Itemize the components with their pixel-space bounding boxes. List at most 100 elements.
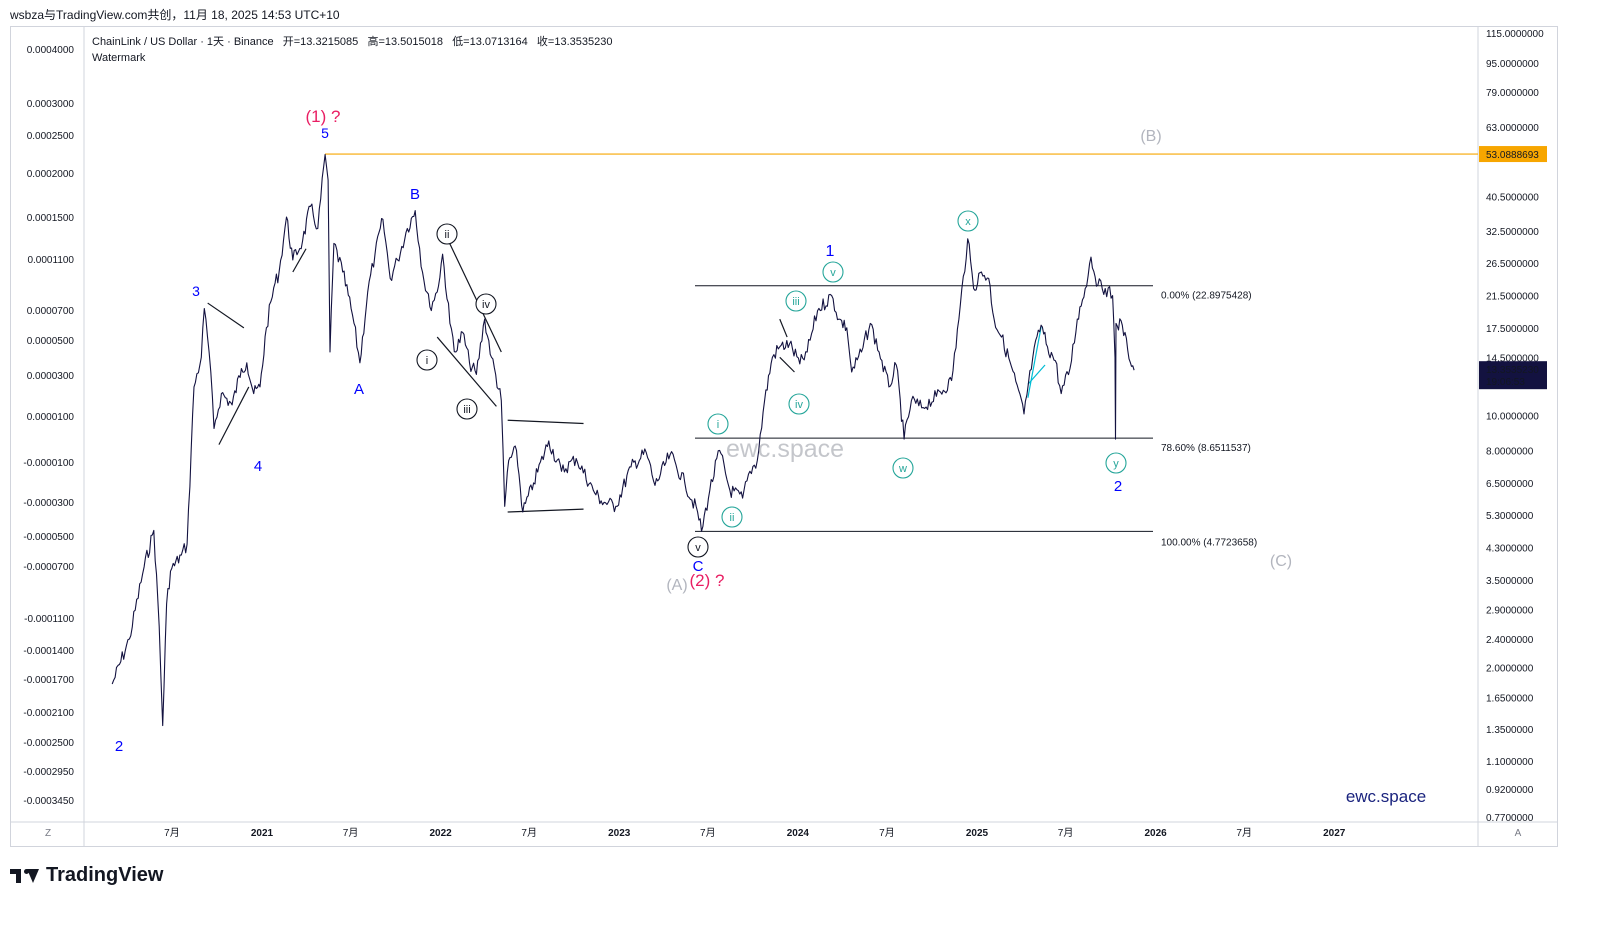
left-axis-tick: 0.0001500	[27, 213, 75, 224]
wave-circle-label: i	[426, 355, 428, 367]
legend-ohlc-row: ChainLink / US Dollar · 1天 · Binance 开=1…	[92, 34, 612, 50]
trendline	[507, 508, 584, 513]
left-axis-tick: -0.0000700	[23, 562, 74, 573]
screenshot-title: wsbza与TradingView.com共创，11月 18, 2025 14:…	[10, 8, 340, 22]
wave-label: 5	[321, 125, 329, 141]
right-axis-tick: 6.5000000	[1486, 479, 1534, 490]
left-axis-tick: 0.0002500	[27, 131, 75, 142]
trendline	[292, 248, 307, 273]
right-axis-tick: 95.0000000	[1486, 59, 1539, 70]
wave-circle	[785, 290, 807, 312]
left-axis-tick: -0.0000100	[23, 458, 74, 469]
time-axis-tick: 2024	[787, 828, 810, 839]
wave-circle-label: iii	[463, 404, 470, 416]
auto-scale-button[interactable]: A	[1514, 828, 1522, 839]
right-axis-tick: 10.0000000	[1486, 411, 1539, 422]
right-axis-tick: 2.9000000	[1486, 605, 1534, 616]
time-axis-tick: 7月	[1058, 827, 1074, 839]
left-axis-tick: -0.0001700	[23, 675, 74, 686]
wave-circle	[1105, 452, 1127, 474]
wave-label: 4	[254, 458, 262, 475]
legend-watermark-indicator[interactable]: Watermark	[92, 52, 146, 64]
left-axis-tick: -0.0003450	[23, 796, 74, 807]
fib-level-label: 100.00% (4.7723658)	[1161, 537, 1257, 548]
wave-label: C	[693, 558, 704, 575]
wave-label: (2) ?	[690, 571, 725, 590]
right-axis-tick: 26.5000000	[1486, 259, 1539, 270]
time-axis-tick: 7月	[164, 827, 180, 839]
legend-close: 收=13.3535230	[536, 36, 613, 48]
time-axis-tick: 7月	[700, 827, 716, 839]
wave-label: 2	[115, 738, 123, 755]
time-axis-tick: 7月	[521, 827, 537, 839]
chart-frame[interactable]	[10, 26, 1558, 847]
trendline	[1027, 364, 1046, 385]
wave-circle-label: iv	[482, 299, 490, 311]
center-watermark: ewc.space	[726, 435, 844, 463]
time-axis-tick: 2021	[251, 828, 274, 839]
trendline	[218, 386, 250, 445]
right-axis-tick: 0.7700000	[1486, 813, 1534, 824]
wave-circle	[721, 506, 743, 528]
wave-circle	[456, 398, 478, 420]
right-axis-tick: 3.5000000	[1486, 576, 1534, 587]
time-axis-tick: 2022	[430, 828, 453, 839]
right-axis-tick: 115.0000000	[1486, 29, 1544, 40]
right-axis-tick: 2.4000000	[1486, 635, 1534, 646]
time-axis-tick: 7月	[879, 827, 895, 839]
brand-name: TradingView	[46, 864, 164, 886]
wave-circle-label: y	[1113, 458, 1119, 470]
trendline	[436, 336, 497, 407]
left-axis-tick: 0.0000300	[27, 371, 75, 382]
price-line	[111, 154, 1135, 727]
trendline	[779, 318, 788, 338]
right-axis-tick: 5.3000000	[1486, 511, 1534, 522]
trendline	[779, 356, 795, 373]
timezone-button[interactable]: Z	[44, 828, 52, 839]
price-series-layer	[111, 154, 1135, 727]
right-axis-tick: 1.3500000	[1486, 725, 1534, 736]
wave-circle-label: ii	[445, 229, 450, 241]
tradingview-brand[interactable]: TradingView	[10, 864, 163, 887]
level-price-tag	[1479, 146, 1547, 163]
right-axis-tick: 1.6500000	[1486, 694, 1534, 705]
right-axis-tick: 32.5000000	[1486, 227, 1539, 238]
left-axis-tick: -0.0000300	[23, 498, 74, 509]
wave-circle	[707, 413, 729, 435]
right-axis-tick: 14.5000000	[1486, 353, 1539, 364]
left-axis-tick: 0.0000500	[27, 336, 75, 347]
right-axis-tick: 40.5000000	[1486, 192, 1539, 203]
trendline	[442, 228, 502, 353]
left-axis-tick: -0.0002500	[23, 738, 74, 749]
wave-circle	[475, 293, 497, 315]
legend-symbol[interactable]: ChainLink / US Dollar · 1天 · Binance	[92, 36, 274, 48]
trendline	[207, 302, 245, 329]
legend-open: 开=13.3215085	[282, 36, 359, 48]
left-axis-tick: -0.0002950	[23, 767, 74, 778]
wave-label: A	[354, 381, 364, 398]
wave-circle	[687, 536, 709, 558]
right-axis-tick: 21.5000000	[1486, 292, 1539, 303]
wave-label: (A)	[666, 577, 687, 594]
wave-circle	[957, 210, 979, 232]
wave-circle	[822, 261, 844, 283]
wave-circle-label: i	[717, 419, 719, 431]
tradingview-logo-icon	[10, 866, 40, 886]
wave-label: 2	[1114, 478, 1122, 495]
trendline	[1027, 326, 1042, 398]
right-axis-tick: 17.5000000	[1486, 324, 1539, 335]
axes-layer: 53.0888693 115.0000000 95.0000000 79.000000…	[23, 29, 1547, 839]
corner-watermark: ewc.space	[1346, 787, 1426, 806]
wave-label: B	[410, 186, 420, 203]
left-axis-tick: 0.0000700	[27, 306, 75, 317]
bar-countdown-label: 19:06:53	[1486, 377, 1525, 388]
wave-circle-label: ii	[730, 512, 735, 524]
wave-circle-label: iv	[795, 399, 803, 411]
last-price-label: 13.3535230	[1486, 365, 1539, 376]
left-axis-tick: 0.0002000	[27, 169, 75, 180]
wave-label: (C)	[1270, 553, 1292, 570]
legend-high: 高=13.5015018	[367, 36, 444, 48]
time-axis-tick: 2026	[1145, 828, 1168, 839]
